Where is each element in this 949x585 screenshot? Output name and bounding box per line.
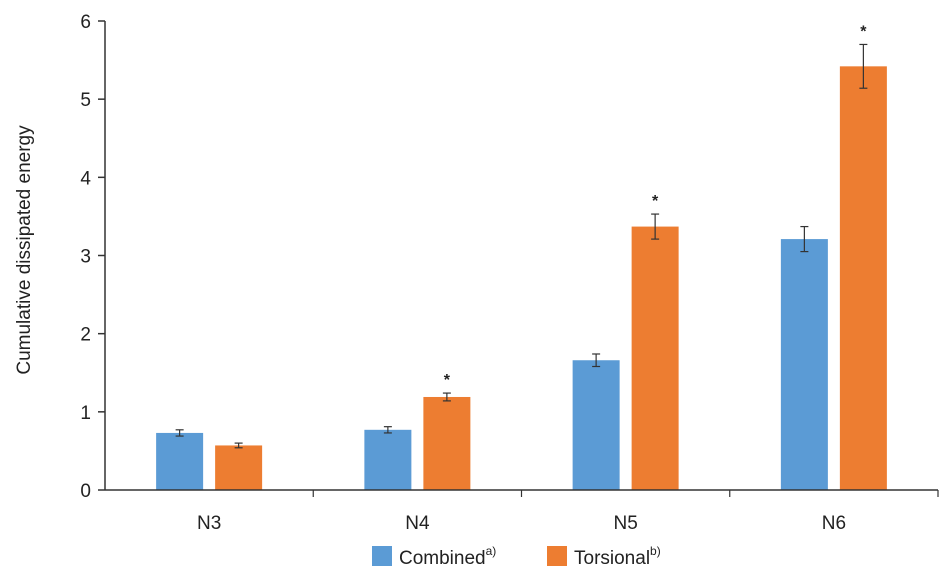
- legend-superscript: b): [650, 544, 661, 558]
- legend: Combineda) Torsionalb): [372, 544, 661, 569]
- bar-combined-n4: [364, 429, 412, 490]
- plot-area: * * *: [156, 23, 887, 490]
- legend-swatch-torsional: [547, 546, 567, 566]
- legend-label-combined: Combineda): [399, 544, 496, 569]
- x-tick-label: N4: [405, 513, 430, 534]
- legend-label-torsional: Torsionalb): [574, 544, 661, 569]
- bar-combined-n6: [780, 239, 828, 490]
- legend-superscript: a): [486, 544, 497, 558]
- y-axis: 0 1 2 3 4 5 6: [80, 12, 106, 502]
- y-axis-title: Cumulative dissipated energy: [14, 125, 35, 375]
- x-tick-label: N6: [822, 513, 846, 534]
- y-tick-label: 5: [80, 90, 91, 111]
- legend-swatch-combined: [372, 546, 392, 566]
- bar-combined-n3: [156, 432, 204, 490]
- significance-marker: *: [860, 23, 867, 40]
- y-tick-label: 1: [80, 403, 91, 424]
- x-tick-label: N3: [197, 513, 221, 534]
- bar-torsional-n4: [423, 396, 471, 490]
- y-tick-label: 6: [80, 12, 91, 33]
- bar-combined-n5: [572, 360, 620, 490]
- bar-torsional-n6: [839, 66, 887, 490]
- y-tick-label: 3: [80, 247, 91, 268]
- x-tick-label: N5: [613, 513, 637, 534]
- y-tick-label: 2: [80, 325, 91, 346]
- significance-marker: *: [652, 193, 659, 210]
- bar-torsional-n3: [215, 445, 263, 490]
- y-tick-label: 4: [80, 168, 91, 189]
- bar-torsional-n5: [631, 226, 679, 490]
- x-axis: N3 N4 N5 N6: [105, 489, 939, 534]
- significance-marker: *: [444, 372, 451, 389]
- y-tick-label: 0: [80, 481, 91, 502]
